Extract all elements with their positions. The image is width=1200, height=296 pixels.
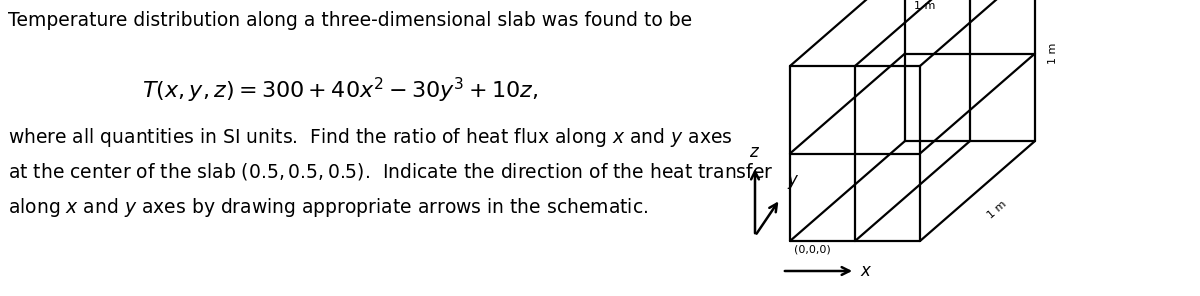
Text: Temperature distribution along a three-dimensional slab was found to be: Temperature distribution along a three-d… [8,11,692,30]
Text: at the center of the slab $(0.5, 0.5, 0.5)$.  Indicate the direction of the heat: at the center of the slab $(0.5, 0.5, 0.… [8,161,774,182]
Text: $z$: $z$ [750,143,761,161]
Text: $y$: $y$ [787,173,799,191]
Text: 1 m: 1 m [1048,43,1058,64]
Text: (0,0,0): (0,0,0) [794,245,830,255]
Text: 1 m: 1 m [914,1,935,11]
Text: $T(x, y, z) = 300 + 40x^2 - 30y^3 + 10z,$: $T(x, y, z) = 300 + 40x^2 - 30y^3 + 10z,… [142,76,538,105]
Text: along $x$ and $y$ axes by drawing appropriate arrows in the schematic.: along $x$ and $y$ axes by drawing approp… [8,196,648,219]
Text: where all quantities in SI units.  Find the ratio of heat flux along $x$ and $y$: where all quantities in SI units. Find t… [8,126,733,149]
Text: $x$: $x$ [860,262,872,280]
Text: 1 m: 1 m [986,199,1009,221]
